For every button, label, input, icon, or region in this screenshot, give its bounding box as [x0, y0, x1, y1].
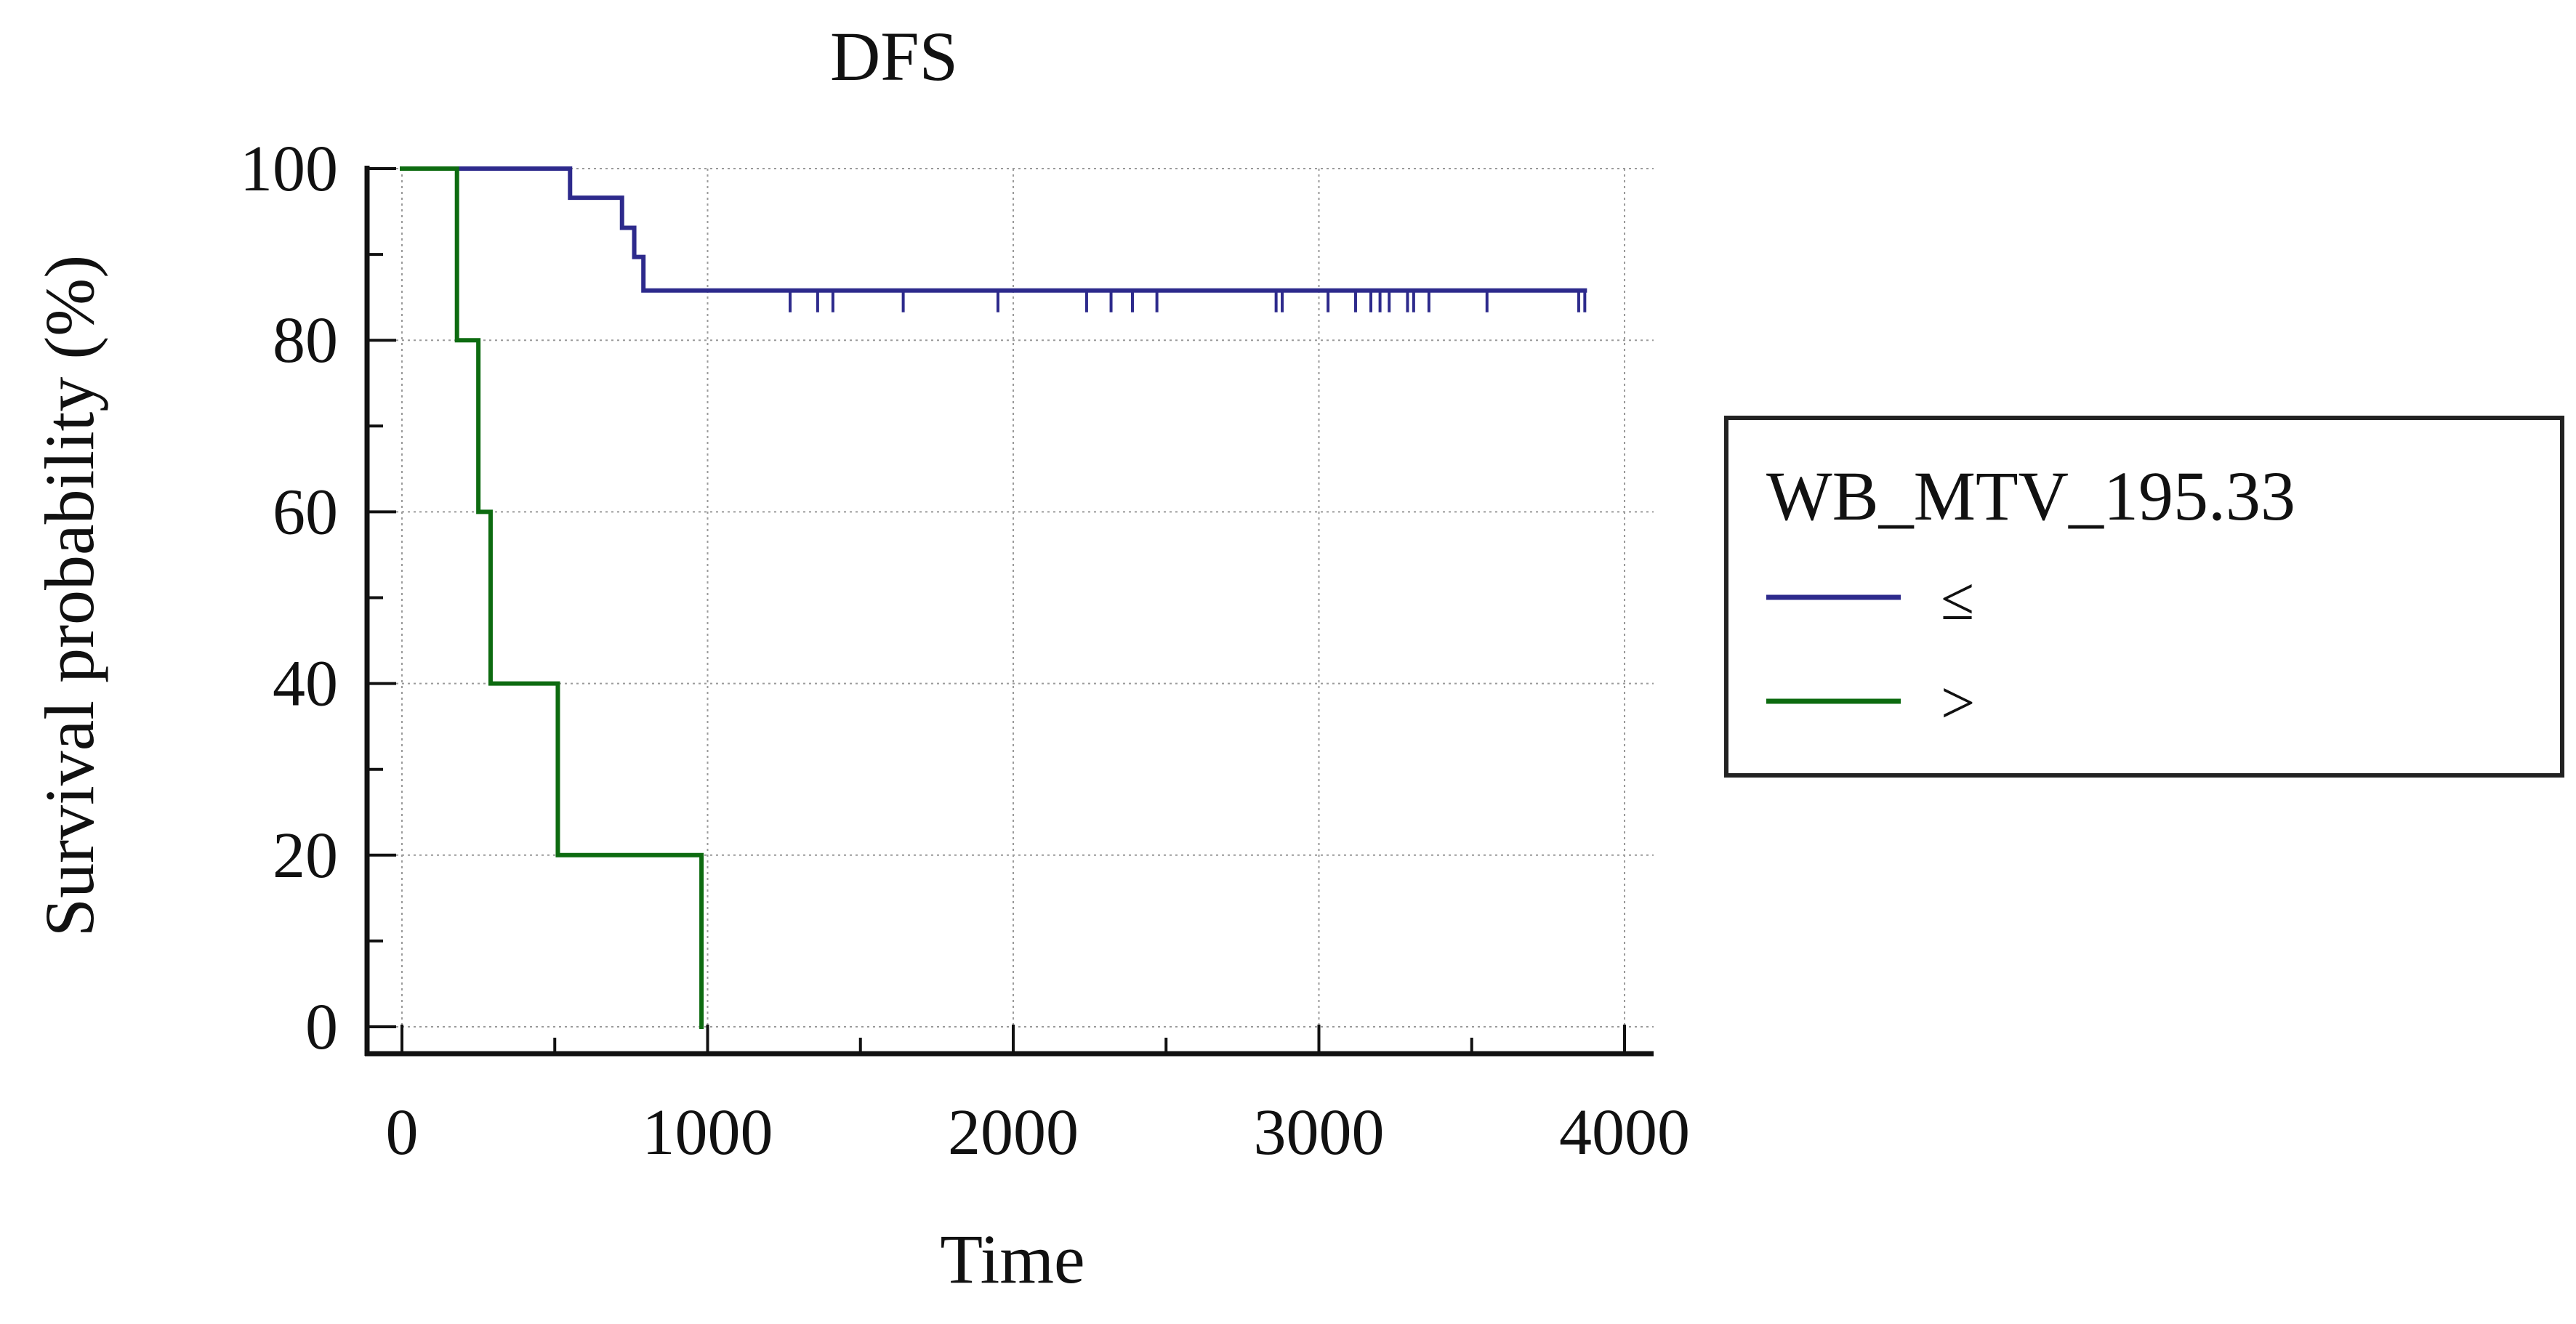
series-group	[400, 166, 1587, 1029]
chart-title: DFS	[830, 17, 958, 95]
y-tick-label: 40	[273, 648, 338, 720]
series-line-1	[400, 166, 704, 1029]
y-tick-label: 80	[273, 304, 338, 376]
x-axis-label: Time	[940, 1220, 1084, 1298]
x-tick-label: 0	[386, 1097, 419, 1168]
legend-label-le: ≤	[1941, 565, 1974, 633]
y-tick-label: 100	[240, 133, 338, 205]
y-axis-label: Survival probability (%)	[31, 255, 108, 937]
y-tick-label: 0	[305, 991, 338, 1063]
legend-label-gt: >	[1941, 669, 1975, 737]
x-tick-label: 1000	[643, 1097, 773, 1168]
x-tick-label: 2000	[948, 1097, 1079, 1168]
y-tick-label: 60	[273, 476, 338, 548]
y-tick-label: 20	[273, 820, 338, 892]
series-line-0	[400, 166, 1587, 293]
legend-title: WB_MTV_195.33	[1766, 457, 2295, 535]
grid	[367, 168, 1654, 1054]
x-tick-label: 4000	[1559, 1097, 1690, 1168]
legend: WB_MTV_195.33 ≤ >	[1724, 416, 2564, 778]
x-tick-label: 3000	[1254, 1097, 1385, 1168]
axes	[364, 166, 1654, 1057]
